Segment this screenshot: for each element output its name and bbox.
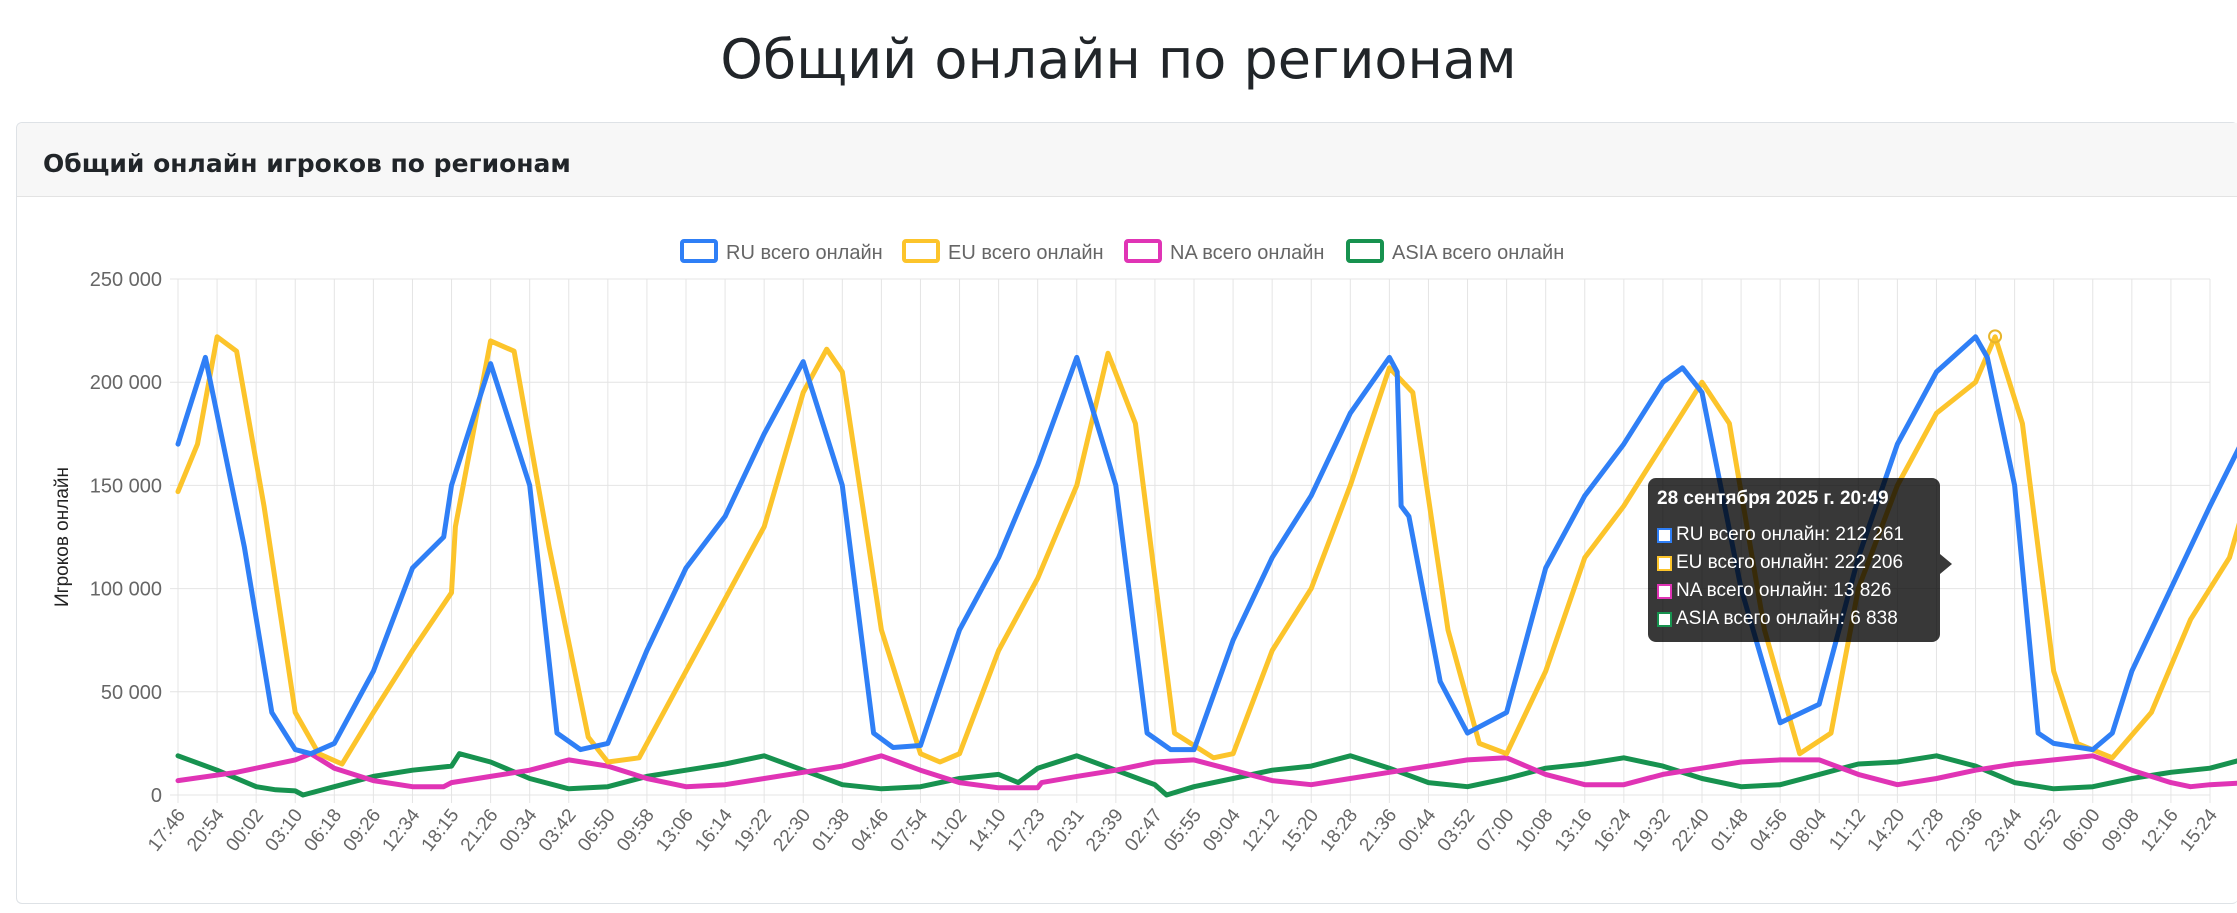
x-tick-label: 04:56 xyxy=(1746,805,1792,855)
card-header: Общий онлайн игроков по регионам xyxy=(17,123,2237,197)
x-tick-label: 04:46 xyxy=(848,805,894,855)
x-tick-label: 01:38 xyxy=(808,805,854,855)
y-tick-label: 250 000 xyxy=(90,269,162,291)
card-title: Общий онлайн игроков по регионам xyxy=(43,149,571,178)
legend-swatch xyxy=(1124,239,1162,263)
x-tick-label: 22:40 xyxy=(1668,805,1714,855)
x-tick-label: 15:20 xyxy=(1277,805,1323,855)
x-tick-label: 17:23 xyxy=(1004,805,1050,855)
x-tick-label: 08:04 xyxy=(1785,805,1831,856)
tooltip-swatch-ru xyxy=(1657,527,1672,543)
x-tick-label: 16:24 xyxy=(1590,805,1636,856)
series-line xyxy=(175,751,2237,791)
x-tick-label: 19:22 xyxy=(730,805,776,855)
x-tick-label: 20:36 xyxy=(1942,805,1988,855)
y-tick-label: 50 000 xyxy=(101,682,162,704)
x-tick-label: 13:16 xyxy=(1551,805,1597,855)
tooltip-row-ru: RU всего онлайн: 212 261 xyxy=(1657,524,1904,548)
y-tick-label: 150 000 xyxy=(90,475,162,497)
x-tick-label: 13:06 xyxy=(652,805,698,855)
x-tick-label: 12:16 xyxy=(2137,805,2183,855)
tooltip-row-asia: ASIA всего онлайн: 6 838 xyxy=(1657,608,1898,632)
legend-label: NA всего онлайн xyxy=(1170,242,1324,264)
x-tick-label: 07:54 xyxy=(887,805,933,856)
x-tick-label: 09:08 xyxy=(2098,805,2144,855)
x-tick-label: 07:00 xyxy=(1473,805,1519,855)
series-line xyxy=(175,334,2237,767)
series-line xyxy=(175,751,2237,798)
y-tick-label: 0 xyxy=(151,785,162,807)
x-tick-label: 14:10 xyxy=(965,805,1011,855)
y-axis-title: Игроков онлайн xyxy=(52,467,73,607)
y-tick-label: 100 000 xyxy=(90,579,162,601)
x-tick-label: 06:00 xyxy=(2059,805,2105,855)
legend-label: RU всего онлайн xyxy=(726,242,883,264)
x-tick-label: 12:34 xyxy=(379,805,425,856)
x-tick-label: 16:14 xyxy=(691,805,737,856)
x-tick-label: 06:18 xyxy=(300,805,346,855)
x-tick-label: 23:39 xyxy=(1082,805,1128,855)
x-tick-label: 09:58 xyxy=(613,805,659,855)
x-tick-label: 02:52 xyxy=(2020,805,2066,855)
legend-swatch xyxy=(680,239,718,263)
x-tick-label: 11:12 xyxy=(1825,805,1870,854)
tooltip-swatch-eu xyxy=(1657,555,1672,571)
y-tick-label: 200 000 xyxy=(90,372,162,394)
legend-swatch xyxy=(1346,239,1384,263)
x-tick-label: 00:02 xyxy=(222,805,268,855)
tooltip-swatch-asia xyxy=(1657,611,1672,627)
x-tick-label: 19:32 xyxy=(1629,805,1675,855)
tooltip-swatch-na xyxy=(1657,583,1672,599)
x-tick-label: 18:15 xyxy=(418,805,464,855)
x-tick-label: 20:54 xyxy=(183,805,229,856)
x-tick-label: 00:34 xyxy=(496,805,542,856)
x-tick-label: 17:46 xyxy=(144,805,190,855)
x-tick-label: 12:12 xyxy=(1238,805,1284,855)
hover-marker xyxy=(1988,329,2003,344)
x-tick-label: 10:08 xyxy=(1512,805,1558,855)
x-tick-label: 15:24 xyxy=(2176,805,2222,856)
x-tick-label: 06:50 xyxy=(574,805,620,855)
x-tick-label: 01:48 xyxy=(1707,805,1753,855)
tooltip-row-eu: EU всего онлайн: 222 206 xyxy=(1657,552,1903,576)
x-tick-label: 22:30 xyxy=(769,805,815,855)
x-tick-label: 21:26 xyxy=(457,805,503,855)
x-tick-label: 09:04 xyxy=(1199,805,1245,856)
x-tick-label: 11:02 xyxy=(927,805,972,854)
x-tick-label: 00:44 xyxy=(1395,805,1441,856)
chart-tooltip: 28 сентября 2025 г. 20:49 RU всего онлай… xyxy=(1648,478,1952,642)
x-tick-label: 05:55 xyxy=(1160,805,1206,855)
legend-swatch xyxy=(902,239,940,263)
x-tick-label: 03:10 xyxy=(261,805,307,855)
legend-label: ASIA всего онлайн xyxy=(1392,242,1564,264)
series-line xyxy=(175,334,2237,757)
x-tick-label: 09:26 xyxy=(340,805,386,855)
tooltip-title: 28 сентября 2025 г. 20:49 xyxy=(1657,488,1889,509)
x-tick-label: 14:20 xyxy=(1864,805,1910,855)
x-tick-label: 02:47 xyxy=(1121,805,1167,855)
x-tick-label: 23:44 xyxy=(1981,805,2027,856)
x-tick-label: 18:28 xyxy=(1316,805,1362,855)
legend-label: EU всего онлайн xyxy=(948,242,1104,264)
x-tick-label: 20:31 xyxy=(1043,805,1089,855)
x-tick-label: 03:52 xyxy=(1434,805,1480,855)
x-tick-label: 03:42 xyxy=(535,805,581,855)
x-tick-label: 21:36 xyxy=(1356,805,1402,855)
tooltip-row-na: NA всего онлайн: 13 826 xyxy=(1657,580,1891,604)
x-tick-label: 17:28 xyxy=(1903,805,1949,855)
page-title: Общий онлайн по регионам xyxy=(720,28,1517,91)
